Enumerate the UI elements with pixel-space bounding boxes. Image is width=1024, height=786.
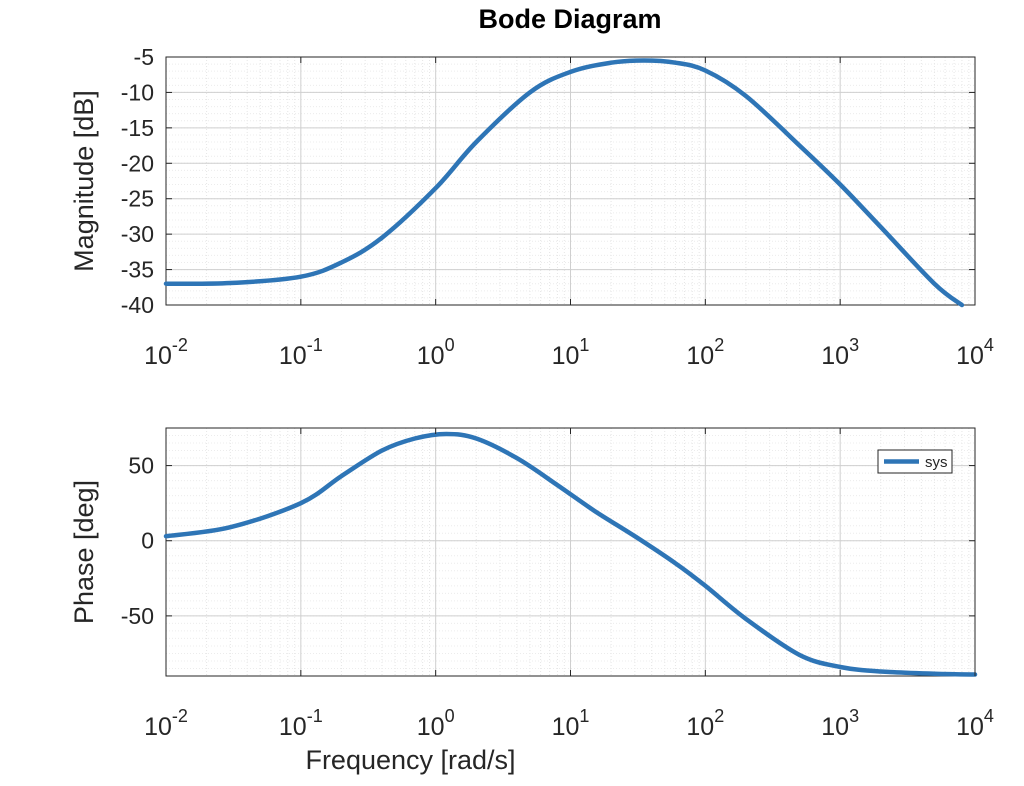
x-tick-label: 100 — [417, 706, 455, 741]
y-tick-label: -5 — [134, 44, 154, 70]
x-tick-label: 10-1 — [279, 706, 323, 741]
x-tick-label: 10-1 — [279, 335, 323, 370]
y-tick-label: -15 — [121, 115, 154, 141]
y-tick-label: 50 — [128, 453, 154, 479]
legend-entry: sys — [925, 454, 948, 471]
x-tick-label: 103 — [821, 335, 859, 370]
y-tick-label: -20 — [121, 150, 154, 176]
x-tick-label: 104 — [956, 335, 994, 370]
y-axis-label: Phase [deg] — [69, 480, 99, 624]
legend: sys — [877, 449, 953, 474]
x-tick-label: 102 — [686, 706, 724, 741]
chart-title: Bode Diagram — [478, 4, 662, 34]
x-tick-label: 10-2 — [144, 706, 188, 741]
y-tick-label: -35 — [121, 257, 154, 283]
series-line-magnitude — [163, 58, 965, 308]
plot-panel-1: -5 -10 -15 -20 -25 -30 -35 -40 10-2 10-1 100 101 102… — [69, 44, 994, 370]
series-line-phase — [163, 431, 978, 677]
x-tick-label: 101 — [552, 706, 590, 741]
y-tick-label: -10 — [121, 79, 154, 105]
x-axis-label: Frequency [rad/s] — [305, 745, 515, 775]
y-axis-label: Magnitude [dB] — [69, 90, 99, 272]
x-tick-label: 103 — [821, 706, 859, 741]
x-tick-label: 104 — [956, 706, 994, 741]
plot-panel-2: 50 0 -50 10-2 10-1 100 101 102 103 104 Phase [deg]… — [69, 427, 994, 775]
y-tick-label: -25 — [121, 186, 154, 212]
y-tick-label: -40 — [121, 292, 154, 318]
x-tick-label: 10-2 — [144, 335, 188, 370]
x-tick-label: 100 — [417, 335, 455, 370]
y-tick-label: -30 — [121, 221, 154, 247]
x-tick-label: 102 — [686, 335, 724, 370]
y-tick-label: -50 — [121, 603, 154, 629]
y-tick-label: 0 — [141, 528, 154, 554]
x-tick-label: 101 — [552, 335, 590, 370]
